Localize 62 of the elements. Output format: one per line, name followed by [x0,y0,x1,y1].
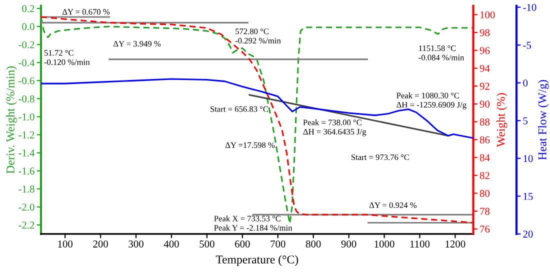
y-tick-label: 0.0 [22,23,34,30]
y-tick-label: -2.2 [18,222,34,229]
y3-tick-label: -5 [523,42,532,49]
annotation: Peak X = 733.53 °C Peak Y = -2.184 %/min [214,215,292,231]
annotation: ΔY = 3.949 % [113,40,161,47]
y3-tick-label: 20 [523,230,533,238]
y-tick-label: -0.2 [18,41,34,48]
x-tick-label: 100 [58,240,73,248]
annotation: 572.80 °C -0.292 %/min [235,28,281,44]
y2-tick-label: 76 [480,226,490,233]
y-tick-label: 0.2 [22,5,34,12]
y-tick-label: -1.0 [18,113,34,120]
annotation: 1151.58 °C -0.084 %/min [418,45,464,60]
y2-tick-label: 88 [480,118,490,126]
x-tick-label: 1000 [374,240,394,248]
annotation: Peak = 1080.30 °C ΔH = -1259.6909 J/g [396,92,466,110]
y-axis-title: Deriv. Weight (%/min) [6,66,17,174]
annotation: ΔY =17.598 % [225,142,275,148]
y-tick-label: -1.6 [18,168,34,175]
annotation: Start = 973.76 °C [351,154,409,160]
y3-tick-label: -10 [523,4,536,11]
y-tick-label: -0.6 [18,77,34,84]
y3-tick-label: 5 [523,117,528,124]
y2-tick-label: 78 [480,208,490,215]
x-tick-label: 700 [270,240,286,248]
x-tick-label: 300 [128,240,144,248]
y2-tick-label: 82 [480,172,490,180]
y2-tick-label: 84 [480,154,490,162]
x-tick-label: 500 [200,240,214,248]
x-tick-label: 800 [306,240,321,248]
y-tick-label: -0.4 [18,59,35,66]
y2-tick-label: 98 [480,29,490,36]
y3-tick-label: 0 [523,80,528,87]
annotation: Peak = 738.00 °C ΔH = 364.6435 J/g [303,119,366,136]
y2-tick-label: 100 [480,11,495,18]
annotation: Start = 656.83 °C [210,106,268,112]
x-tick-label: 1100 [410,240,430,248]
y2-tick-label: 94 [480,64,490,72]
x-tick-label: 1200 [446,240,466,248]
y3-tick-label: 15 [524,192,533,200]
x-tick-label: 900 [341,240,356,248]
line-series [40,78,474,139]
y-tick-label: -1.4 [18,150,35,157]
y-tick-label: -2.0 [18,204,34,211]
y-tick-label: -1.8 [18,186,34,193]
y2-tick-label: 92 [480,82,490,90]
y-tick-label: -1.2 [18,131,34,138]
x-tick-label: 600 [235,240,250,248]
annotation: 51.72 °C -0.120 %/min [44,50,90,65]
y2-tick-label: 80 [480,190,490,197]
annotation: ΔY = 0.924 % [369,202,417,208]
annotation: ΔY = 0.670 % [62,9,110,15]
x-tick-label: 400 [164,240,179,248]
y3-axis-title: Heat Flow (W/g) [538,80,549,160]
y-tick-label: -0.8 [18,95,34,102]
y3-tick-label: 10 [524,155,533,162]
y2-tick-label: 90 [480,100,490,108]
x-axis-title: Temperature (°C) [216,255,298,266]
y2-axis-title: Weight (%) [496,93,508,148]
y2-tick-label: 96 [480,47,490,54]
x-tick-label: 200 [93,240,108,248]
y2-tick-label: 86 [480,136,490,144]
